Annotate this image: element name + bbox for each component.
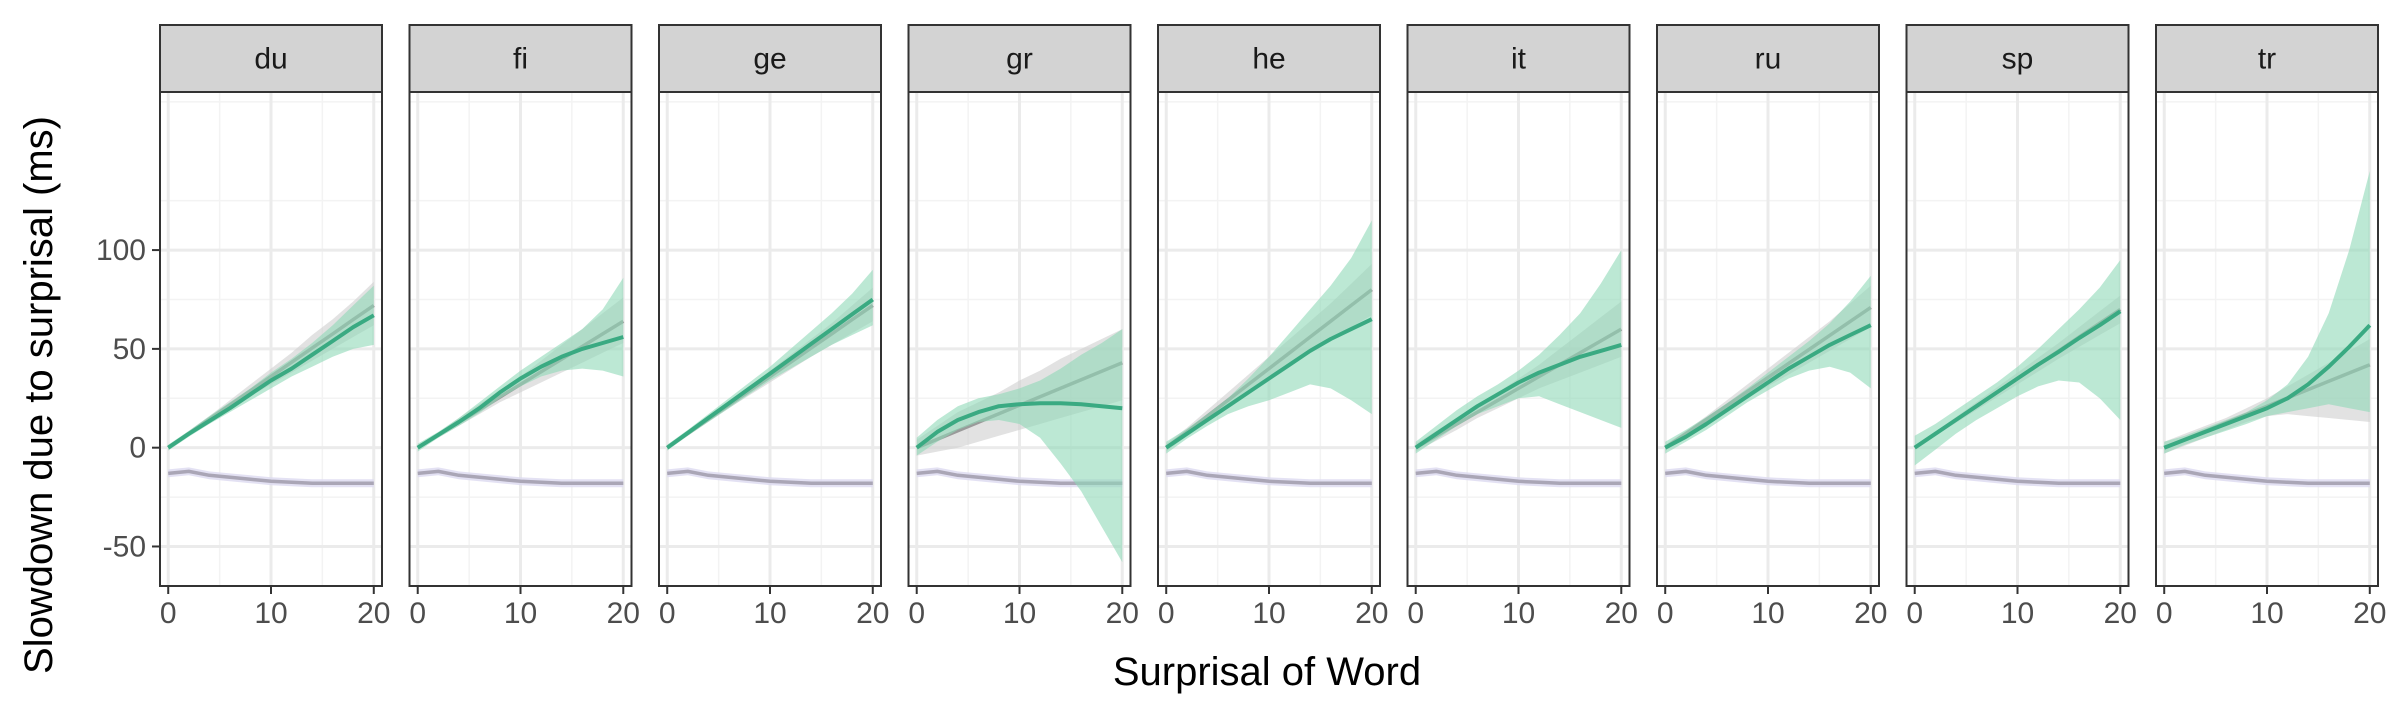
x-tick-label: 10 xyxy=(504,597,537,630)
baseline-line xyxy=(667,469,873,485)
gam-fit-line xyxy=(1664,323,1872,450)
x-tick-label: 10 xyxy=(1252,597,1285,630)
y-tick-label: 0 xyxy=(129,432,146,465)
gam-confidence-band xyxy=(916,329,1123,563)
facet-strip-label: gr xyxy=(1006,43,1033,76)
baseline-line xyxy=(1914,469,2121,485)
gam-fit-line xyxy=(1913,309,2122,450)
facet-strip xyxy=(1656,24,1880,93)
x-tick-label: 0 xyxy=(1657,597,1674,630)
x-axis-title: Surprisal of Word xyxy=(1113,650,1421,694)
facet-strip xyxy=(159,24,383,93)
facet-strip xyxy=(907,24,1132,93)
x-tick-label: 20 xyxy=(2353,597,2386,630)
x-tick-label: 0 xyxy=(2156,597,2173,630)
gam-fit-line xyxy=(2163,323,2372,450)
gam-fit-line xyxy=(915,401,1123,450)
facet-strip-label: sp xyxy=(2002,43,2034,76)
facet-panel-tr: tr 0 10 20 xyxy=(2155,24,2386,630)
x-tick-label: 0 xyxy=(659,597,676,630)
y-axis-title: Slowdown due to surprisal (ms) xyxy=(17,116,61,674)
facet-strip-label: ru xyxy=(1755,43,1782,76)
baseline-line xyxy=(2164,469,2370,485)
baseline-line xyxy=(168,469,374,485)
facet-strip-label: fi xyxy=(513,43,528,76)
facet-panel-gr: gr 0 10 20 xyxy=(907,24,1139,630)
y-axis: -50 0 50 100 xyxy=(96,234,160,563)
x-tick-label: 20 xyxy=(1355,597,1388,630)
x-tick-label: 20 xyxy=(1854,597,1887,630)
gam-confidence-band xyxy=(1415,250,1622,454)
facet-panels: du 0 10 20 fi 0 10 20 ge 0 10 20 gr 0 10 20 he 0 10 20 it 0 10… xyxy=(159,24,2386,630)
x-tick-label: 0 xyxy=(160,597,177,630)
gam-fit-line xyxy=(416,335,624,450)
x-tick-label: 0 xyxy=(1158,597,1175,630)
x-tick-label: 0 xyxy=(409,597,426,630)
facet-strip xyxy=(658,24,882,93)
baseline-line xyxy=(1166,469,1372,485)
x-tick-label: 0 xyxy=(1407,597,1424,630)
x-tick-label: 10 xyxy=(254,597,287,630)
facet-panel-it: it 0 10 20 xyxy=(1406,24,1638,630)
facet-panel-sp: sp 0 10 20 xyxy=(1905,24,2137,630)
x-tick-label: 20 xyxy=(357,597,390,630)
baseline-line xyxy=(417,469,624,485)
x-tick-label: 10 xyxy=(2001,597,2034,630)
x-tick-label: 0 xyxy=(1906,597,1923,630)
x-tick-label: 10 xyxy=(753,597,786,630)
x-tick-label: 10 xyxy=(1502,597,1535,630)
x-tick-label: 10 xyxy=(2250,597,2283,630)
facet-panel-fi: fi 0 10 20 xyxy=(408,24,640,630)
facet-strip xyxy=(1406,24,1631,93)
baseline-line xyxy=(1665,469,1871,485)
facet-strip xyxy=(2155,24,2379,93)
facet-panel-du: du 0 10 20 xyxy=(159,24,390,630)
y-tick-label: -50 xyxy=(103,530,146,563)
x-tick-label: 20 xyxy=(1106,597,1139,630)
facet-strip xyxy=(408,24,633,93)
facet-strip-label: du xyxy=(254,43,287,76)
facet-strip-label: tr xyxy=(2258,43,2276,76)
facet-strip-label: ge xyxy=(753,43,786,76)
gam-fit-line xyxy=(167,313,375,450)
gam-confidence-band xyxy=(2164,171,2370,454)
y-tick-label: 50 xyxy=(113,333,146,366)
linear-confidence-band xyxy=(1665,285,1871,451)
x-tick-label: 10 xyxy=(1003,597,1036,630)
gam-fit-line xyxy=(1165,317,1373,450)
facet-panel-ru: ru 0 10 20 xyxy=(1656,24,1887,630)
x-tick-label: 20 xyxy=(1605,597,1638,630)
baseline-line xyxy=(1415,469,1622,485)
gam-fit-line xyxy=(1414,342,1622,450)
facet-strip xyxy=(1905,24,2130,93)
gam-fit-line xyxy=(666,297,874,450)
x-tick-label: 20 xyxy=(607,597,640,630)
gam-confidence-band xyxy=(168,285,374,451)
facet-strip xyxy=(1157,24,1381,93)
facet-panel-ge: ge 0 10 20 xyxy=(658,24,889,630)
facet-strip-label: he xyxy=(1252,43,1285,76)
x-tick-label: 10 xyxy=(1751,597,1784,630)
facet-panel-he: he 0 10 20 xyxy=(1157,24,1388,630)
facet-strip-label: it xyxy=(1511,43,1527,76)
x-tick-label: 20 xyxy=(856,597,889,630)
x-tick-label: 20 xyxy=(2104,597,2137,630)
y-tick-label: 100 xyxy=(96,234,146,267)
x-tick-label: 0 xyxy=(908,597,925,630)
